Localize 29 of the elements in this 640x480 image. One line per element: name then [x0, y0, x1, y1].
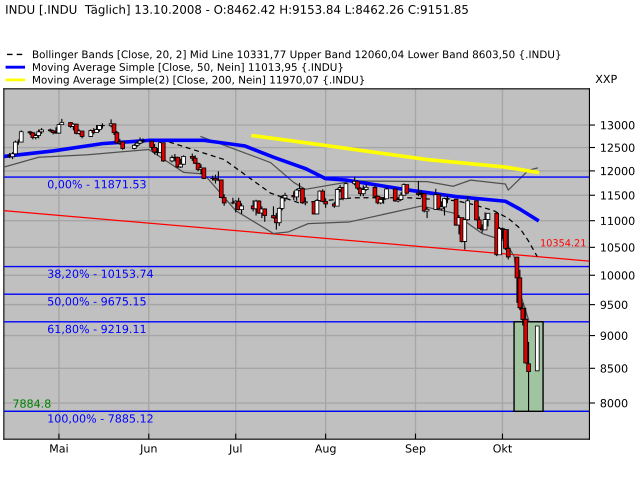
y-tick-label: 11000: [601, 216, 634, 226]
annotation: 61,80% - 9219.11: [48, 324, 146, 334]
y-tick-label: 10000: [601, 271, 634, 280]
x-tick-label: Jul: [228, 444, 242, 455]
legend-label: Moving Average Simple(2) [Close, 200, Nein] 11970,07 {.INDU}: [32, 76, 364, 86]
y-tick-label: 10500: [601, 243, 634, 252]
annotation: 50,00% - 9675.15: [48, 297, 146, 307]
x-tick-label: Okt: [493, 444, 512, 453]
x-tick-label: Sep: [406, 444, 426, 455]
y-tick-label: 8500: [600, 364, 628, 373]
chart-title: INDU [.INDU Täglich] 13.10.2008 - O:8462.42 H:9153.84 L:8462.26 C:9151.85: [6, 4, 468, 16]
x-tick-label: Mai: [50, 444, 68, 453]
x-tick-label: Jun: [140, 444, 157, 455]
legend-label: Bollinger Bands [Close, 20, 2] Mid Line 10331,77 Upper Band 12060,04 Lower Band 8603,50 {.INDU}: [32, 50, 560, 60]
y-tick-label: 8000: [600, 398, 628, 408]
annotation: 7884.8: [13, 399, 51, 408]
y-tick-label: 13000: [601, 121, 634, 130]
legend-label: Moving Average Simple [Close, 50, Nein] 11013,95 {.INDU}: [32, 62, 343, 73]
text: XXP: [596, 74, 617, 83]
annotation: 100,00% - 7885.12: [48, 414, 153, 424]
y-tick-label: 9500: [600, 300, 628, 310]
y-tick-label: 12000: [601, 166, 634, 176]
x-tick-label: Aug: [314, 444, 336, 455]
y-tick-label: 9000: [600, 332, 628, 340]
annotation: 10354.21: [541, 239, 586, 247]
y-tick-label: 12500: [601, 143, 634, 152]
annotation: 0,00% - 11871.53: [48, 180, 146, 190]
y-tick-label: 11500: [601, 191, 634, 200]
annotation: 38,20% - 10153.74: [48, 270, 154, 280]
